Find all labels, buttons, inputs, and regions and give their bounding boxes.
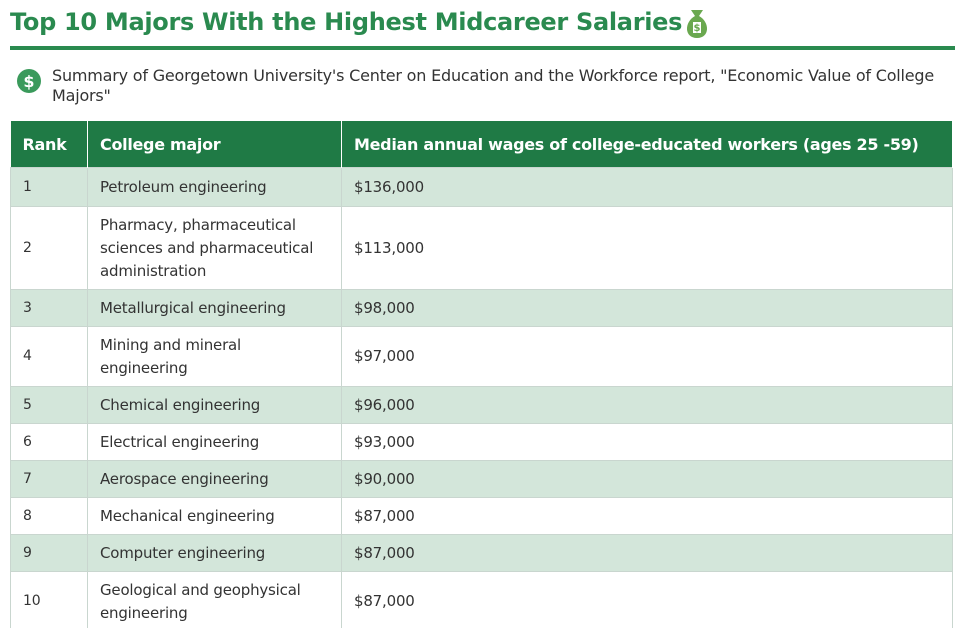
wage-cell: $113,000	[341, 206, 953, 290]
rank-cell: 8	[10, 497, 88, 535]
table-row: 5 Chemical engineering $96,000	[10, 386, 953, 424]
rank-cell: 3	[10, 289, 88, 327]
wage-cell: $93,000	[341, 423, 953, 461]
rank-cell: 2	[10, 206, 88, 290]
wage-cell: $87,000	[341, 571, 953, 628]
title-rule	[10, 46, 955, 50]
major-cell: Mining and mineral engineering	[87, 326, 342, 387]
table-row: 6 Electrical engineering $93,000	[10, 423, 953, 461]
major-cell: Computer engineering	[87, 534, 342, 572]
table-row: 10 Geological and geophysical engineering…	[10, 571, 953, 628]
header-row: Rank College major Median annual wages o…	[10, 121, 953, 168]
wage-cell: $97,000	[341, 326, 953, 387]
table-row: 2 Pharmacy, pharmaceutical sciences and p…	[10, 206, 953, 290]
table-row: 7 Aerospace engineering $90,000	[10, 460, 953, 498]
rank-cell: 1	[10, 167, 88, 207]
table-row: 4 Mining and mineral engineering $97,000	[10, 326, 953, 387]
rank-cell: 7	[10, 460, 88, 498]
wage-cell: $136,000	[341, 167, 953, 207]
table-row: 3 Metallurgical engineering $98,000	[10, 289, 953, 327]
money-bag-icon: $	[686, 10, 708, 38]
major-cell: Geological and geophysical engineering	[87, 571, 342, 628]
wage-cell: $90,000	[341, 460, 953, 498]
table-row: 1 Petroleum engineering $136,000	[10, 167, 953, 207]
svg-text:$: $	[694, 23, 701, 34]
major-cell: Petroleum engineering	[87, 167, 342, 207]
major-cell: Mechanical engineering	[87, 497, 342, 535]
rank-cell: 10	[10, 571, 88, 628]
wage-cell: $98,000	[341, 289, 953, 327]
column-header: College major	[87, 121, 342, 168]
major-cell: Pharmacy, pharmaceutical sciences and ph…	[87, 206, 342, 290]
rank-cell: 6	[10, 423, 88, 461]
wage-cell: $87,000	[341, 497, 953, 535]
table-row: 9 Computer engineering $87,000	[10, 534, 953, 572]
rank-cell: 9	[10, 534, 88, 572]
column-header: Rank	[10, 121, 88, 168]
wage-cell: $96,000	[341, 386, 953, 424]
major-cell: Metallurgical engineering	[87, 289, 342, 327]
rank-cell: 5	[10, 386, 88, 424]
table-row: 8 Mechanical engineering $87,000	[10, 497, 953, 535]
column-header: Median annual wages of college-educated …	[341, 121, 953, 168]
salary-table: Rank College major Median annual wages o…	[10, 121, 953, 628]
major-cell: Aerospace engineering	[87, 460, 342, 498]
subtitle: Summary of Georgetown University's Cente…	[52, 66, 935, 105]
dollar-icon: $	[17, 69, 41, 93]
major-cell: Electrical engineering	[87, 423, 342, 461]
major-cell: Chemical engineering	[87, 386, 342, 424]
svg-text:$: $	[23, 72, 34, 91]
page-title: Top 10 Majors With the Highest Midcareer…	[10, 8, 683, 36]
rank-cell: 4	[10, 326, 88, 387]
wage-cell: $87,000	[341, 534, 953, 572]
